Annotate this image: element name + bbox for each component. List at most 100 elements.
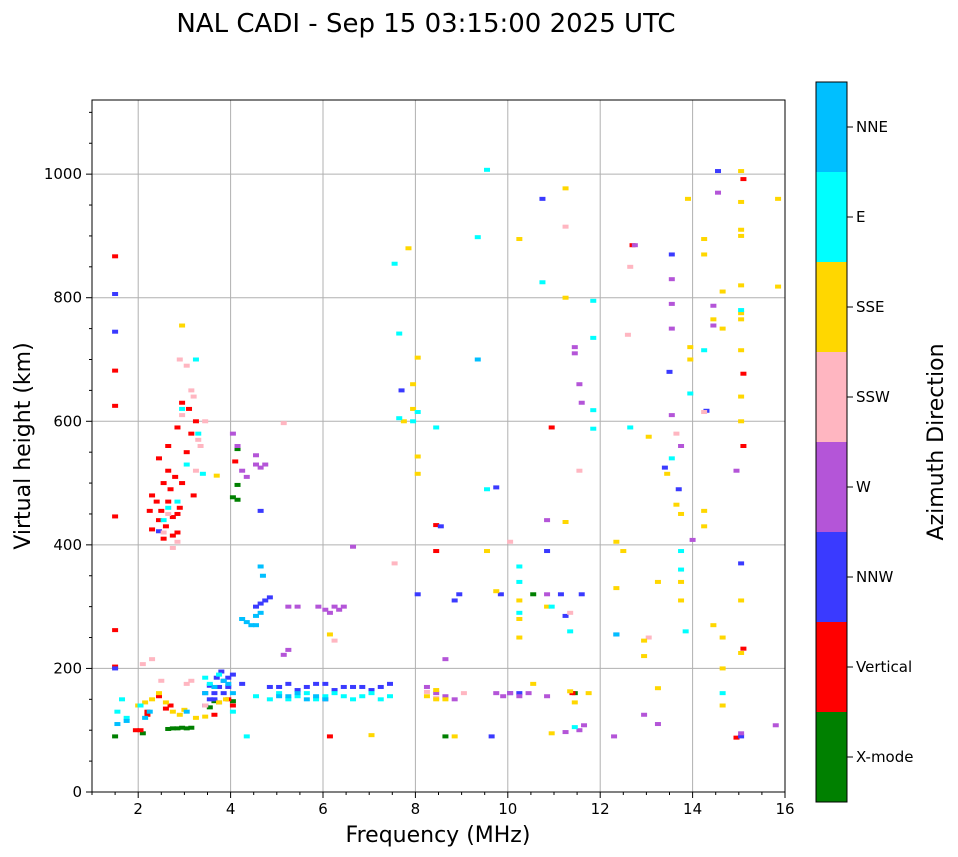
data-point (410, 419, 417, 424)
data-point (350, 697, 357, 702)
data-point (112, 403, 119, 408)
y-axis-label: Virtual height (km) (11, 342, 36, 549)
data-point (641, 654, 648, 659)
data-point (645, 434, 652, 439)
data-point (326, 632, 333, 637)
data-point (613, 632, 620, 637)
data-point (738, 227, 745, 232)
data-point (225, 675, 232, 680)
data-point (169, 545, 176, 550)
data-point (590, 426, 597, 431)
data-point (112, 329, 119, 334)
data-point (142, 715, 149, 720)
data-point (516, 617, 523, 621)
data-point (738, 731, 745, 736)
data-point (266, 684, 273, 689)
data-point (162, 706, 169, 711)
data-point (190, 493, 197, 498)
data-point (229, 699, 236, 704)
data-point (331, 604, 338, 609)
data-point (414, 410, 421, 415)
data-point (668, 326, 675, 331)
data-point (493, 589, 500, 594)
data-point (539, 196, 546, 201)
data-point (678, 567, 685, 572)
colorbar-label: W (856, 478, 871, 496)
data-point (174, 425, 181, 430)
data-point (585, 691, 592, 696)
data-point (678, 549, 685, 554)
data-point (326, 610, 333, 615)
data-point (276, 694, 283, 699)
data-point (738, 419, 745, 424)
colorbar-frame (815, 81, 848, 803)
data-point (216, 700, 223, 705)
data-point (567, 610, 574, 615)
data-point (497, 592, 504, 597)
y-axis: 0 200 400 600 800 1000 (44, 111, 92, 801)
data-point (678, 598, 685, 603)
series-x-mode (112, 447, 578, 739)
data-point (673, 431, 680, 436)
data-point (176, 505, 183, 510)
data-points (112, 167, 782, 740)
data-point (590, 335, 597, 340)
data-point (174, 511, 181, 516)
y-tick-label: 200 (53, 659, 82, 677)
data-point (146, 508, 153, 513)
data-point (405, 246, 412, 251)
chart-title: NAL CADI - Sep 15 03:15:00 2025 UTC (176, 9, 675, 39)
data-point (442, 734, 449, 739)
colorbar-label: NNE (856, 118, 888, 136)
data-point (571, 700, 578, 705)
data-point (179, 481, 186, 486)
data-point (516, 598, 523, 603)
data-point (414, 454, 421, 459)
data-point (262, 462, 269, 467)
data-point (315, 604, 322, 609)
data-point (701, 508, 708, 513)
grid-lines (92, 100, 785, 792)
data-point (206, 697, 213, 702)
data-point (294, 694, 301, 699)
data-point (396, 416, 403, 421)
y-tick-label: 400 (53, 536, 82, 554)
data-point (340, 694, 347, 699)
data-point (738, 734, 745, 739)
data-point (119, 697, 126, 702)
data-point (516, 635, 523, 640)
data-point (715, 169, 722, 174)
data-point (738, 561, 745, 566)
data-point (229, 672, 236, 677)
data-point (331, 638, 338, 643)
data-point (266, 595, 273, 600)
data-point (285, 647, 292, 652)
data-point (544, 549, 551, 554)
data-point (661, 465, 668, 470)
y-tick-label: 800 (53, 289, 82, 307)
data-point (710, 323, 717, 328)
data-point (391, 561, 398, 566)
data-point (234, 482, 241, 487)
x-tick-label: 16 (775, 800, 794, 818)
data-point (451, 734, 458, 739)
data-point (285, 694, 292, 699)
data-point (715, 190, 722, 195)
data-point (232, 459, 239, 464)
data-point (326, 734, 333, 739)
data-point (719, 666, 726, 671)
data-point (567, 629, 574, 634)
data-point (218, 669, 225, 674)
data-point (112, 292, 119, 297)
colorbar-segment (816, 442, 847, 532)
data-point (294, 604, 301, 609)
data-point (183, 681, 190, 686)
data-point (229, 431, 236, 436)
data-point (710, 623, 717, 628)
data-point (183, 363, 190, 368)
data-point (590, 298, 597, 303)
data-point (562, 519, 569, 524)
data-point (410, 382, 417, 387)
colorbar-segment (816, 262, 847, 352)
data-point (557, 592, 564, 597)
